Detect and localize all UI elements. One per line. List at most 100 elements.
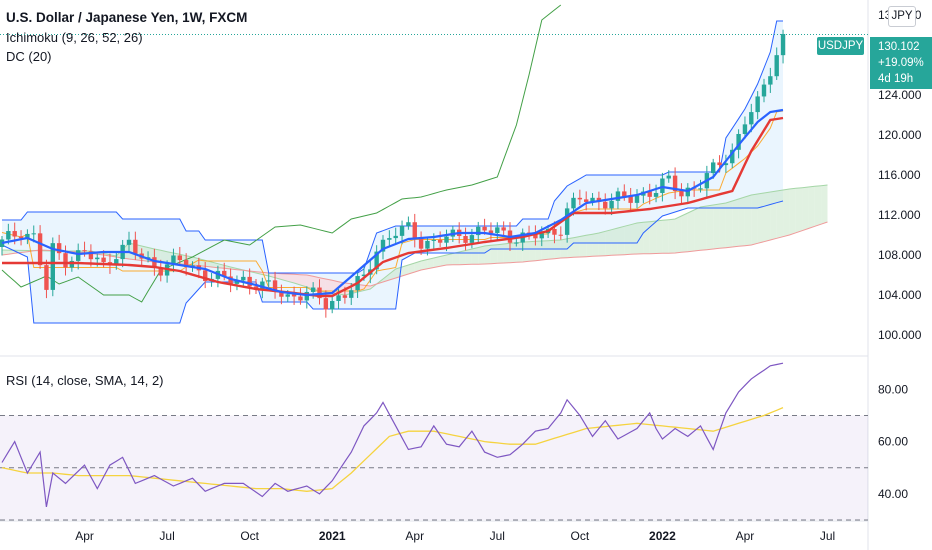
candle-body [31,233,36,235]
price-tick-label: 108.000 [878,248,922,262]
kumo-segment [408,263,415,274]
candle-body [615,191,621,201]
time-tick-label: Oct [571,529,590,543]
kumo-segment [325,279,333,293]
kumo-segment [402,265,409,276]
candle-body [418,239,424,249]
price-tick-label: 112.000 [878,208,921,222]
kumo-segment [160,250,168,263]
time-tick-label: 2021 [319,529,346,543]
candle-body [133,239,138,254]
candles [0,29,786,318]
kumo-segment [624,224,631,255]
candle-body [44,265,49,290]
donchian-basis-line [1,110,784,292]
candle-body [279,291,284,297]
candle-body [622,191,627,197]
kumo-segment [465,249,472,265]
time-tick-label: Apr [75,529,94,543]
last-price: 130.102 [878,41,920,53]
currency-button[interactable]: JPY [888,6,916,27]
time-tick-label: Jul [820,529,835,543]
chikou-span-line [1,4,562,303]
kumo-segment [706,205,714,250]
kumo-segment [732,199,739,247]
rsi-legend[interactable]: RSI (14, close, SMA, 14, 2) [6,373,164,388]
candle-body [101,257,106,263]
kumo-segment [446,253,453,265]
candle-body [501,227,506,231]
candle-body [495,227,500,233]
candle-body [761,84,767,97]
kumo-segment [744,195,752,246]
candle-body [18,236,24,239]
kumo-segment [776,190,784,239]
kumo-segment [700,206,707,251]
kumo-segment [281,273,288,282]
ichimoku-legend[interactable]: Ichimoku (9, 26, 52, 26) [6,30,143,45]
candle-body [469,235,475,243]
candle-body [431,239,436,241]
candle-body [482,226,487,231]
chart-title: U.S. Dollar / Japanese Yen, 1W, FXCM [6,10,248,25]
kumo-segment [725,201,733,248]
candle-body [222,270,227,277]
kumo-segment [414,261,422,272]
candle-body [564,208,570,235]
price-tick-label: 100.000 [878,328,922,342]
kumo-segment [592,233,599,257]
candle-body [444,236,449,243]
kumo-segment [738,197,745,247]
kumo-segment [586,234,593,257]
kumo-segment [643,221,650,254]
kumo-segment [789,188,796,235]
candle-body [679,191,684,197]
rsi-tick-label: 40.00 [878,487,908,501]
kumo-segment [300,274,307,287]
candle-body [361,274,367,277]
candle-body [63,253,68,268]
candle-body [755,96,760,113]
candle-body [374,251,379,270]
rsi-tick-label: 60.00 [878,435,908,449]
candle-body [298,296,303,301]
candle-body [380,239,386,252]
kumo-segment [452,252,460,265]
candle-body [584,199,589,202]
kumo-segment [783,189,790,237]
kumo-segment [471,247,479,265]
kumo-segment [649,221,657,254]
kumo-segment [433,256,441,268]
time-tick-label: Jul [159,529,174,543]
candle-body [304,291,309,301]
kumo-segment [687,210,695,252]
kumo-segment [268,273,276,278]
candle-body [780,33,786,56]
candle-body [577,197,583,200]
candle-body [56,243,62,254]
candle-body [399,225,405,236]
candle-body [412,222,417,240]
kumo-segment [579,235,587,257]
price-tick-label: 124.000 [878,88,922,102]
candle-body [183,260,189,268]
kumo-segment [440,255,447,267]
candle-body [609,200,614,209]
candle-body [76,250,81,261]
time-tick-label: Jul [490,529,505,543]
kumo-segment [713,204,720,249]
donchian-legend[interactable]: DC (20) [6,49,52,64]
candle-body [69,260,75,268]
bar-countdown: 4d 19h [878,73,914,85]
kumo-segment [675,216,682,253]
candle-body [342,295,348,298]
candle-body [247,276,252,287]
kumo-segment [573,236,580,258]
candle-body [768,76,773,85]
kumo-segment [808,186,815,229]
kumo-segment [598,231,606,256]
candle-body [266,280,271,282]
candle-body [285,294,290,297]
candle-body [114,259,119,266]
